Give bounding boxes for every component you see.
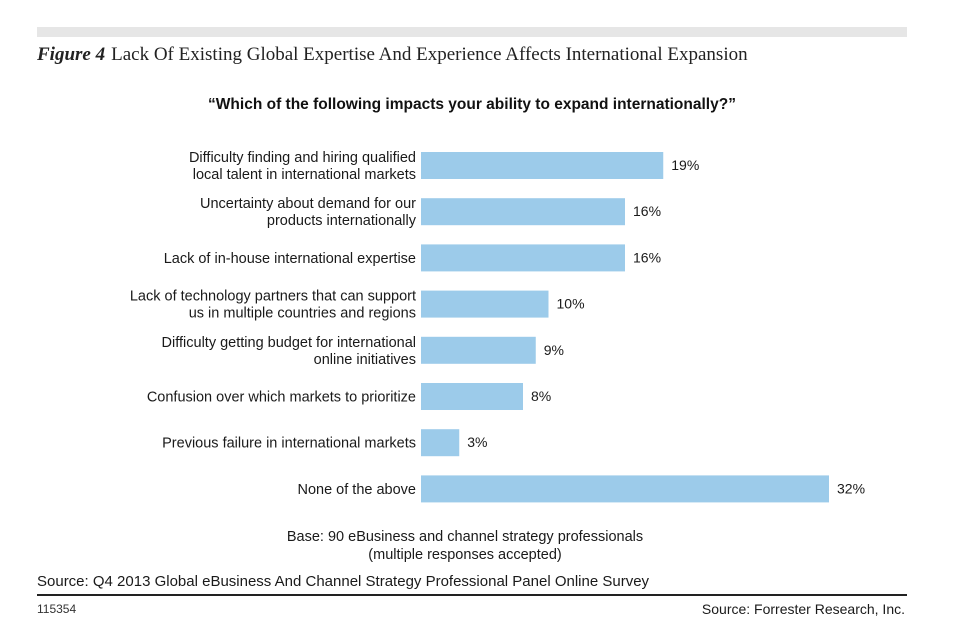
value-label-2: 16% <box>633 203 661 219</box>
survey-question: “Which of the following impacts your abi… <box>208 96 736 113</box>
figure-title: Figure 4 Lack Of Existing Global Expertis… <box>37 44 917 66</box>
category-label-3-line-1: Lack of in-house international expertise <box>164 251 416 267</box>
category-label-2-line-1: Uncertainty about demand for our <box>200 196 416 212</box>
category-label-1-line-1: Difficulty finding and hiring qualified <box>189 150 416 166</box>
base-note-line-2: (multiple responses accepted) <box>368 547 562 563</box>
figure-number: Figure 4 <box>37 44 106 65</box>
value-label-6: 8% <box>531 388 551 404</box>
category-label-7-line-1: Previous failure in international market… <box>162 436 416 452</box>
category-label-6-line-1: Confusion over which markets to prioriti… <box>147 390 416 406</box>
base-note: Base: 90 eBusiness and channel strategy … <box>170 528 760 564</box>
category-label-8-line-1: None of the above <box>297 482 416 498</box>
category-label-1-line-2: local talent in international markets <box>193 167 416 183</box>
bar-7 <box>421 429 460 457</box>
bar-4 <box>421 290 549 318</box>
header-band <box>37 27 907 37</box>
bar-1 <box>421 152 664 179</box>
base-note-line-1: Base: 90 eBusiness and channel strategy … <box>286 529 644 545</box>
value-label-5: 9% <box>544 342 564 358</box>
category-label-5-line-2: online initiatives <box>314 352 416 368</box>
category-label-4-line-2: us in multiple countries and regions <box>189 306 416 322</box>
value-label-4: 10% <box>557 296 585 312</box>
bar-8 <box>421 475 829 503</box>
value-label-3: 16% <box>633 249 661 265</box>
bar-2 <box>421 198 625 226</box>
category-label-4-line-1: Lack of technology partners that can sup… <box>130 289 416 305</box>
bar-3 <box>421 244 625 272</box>
category-label-5-line-1: Difficulty getting budget for internatio… <box>162 335 416 351</box>
value-label-7: 3% <box>467 434 487 450</box>
category-label-2-line-2: products internationally <box>267 213 417 229</box>
source-line: Source: Q4 2013 Global eBusiness And Cha… <box>37 573 650 590</box>
bar-6 <box>421 383 523 410</box>
value-label-8: 32% <box>837 480 865 496</box>
bar-5 <box>421 336 536 364</box>
value-label-1: 19% <box>671 157 699 173</box>
figure-title-text: Lack Of Existing Global Expertise And Ex… <box>111 44 748 65</box>
footer-rule <box>37 594 907 596</box>
figure-id: 115354 <box>37 602 77 616</box>
source-credit: Source: Forrester Research, Inc. <box>701 601 905 617</box>
